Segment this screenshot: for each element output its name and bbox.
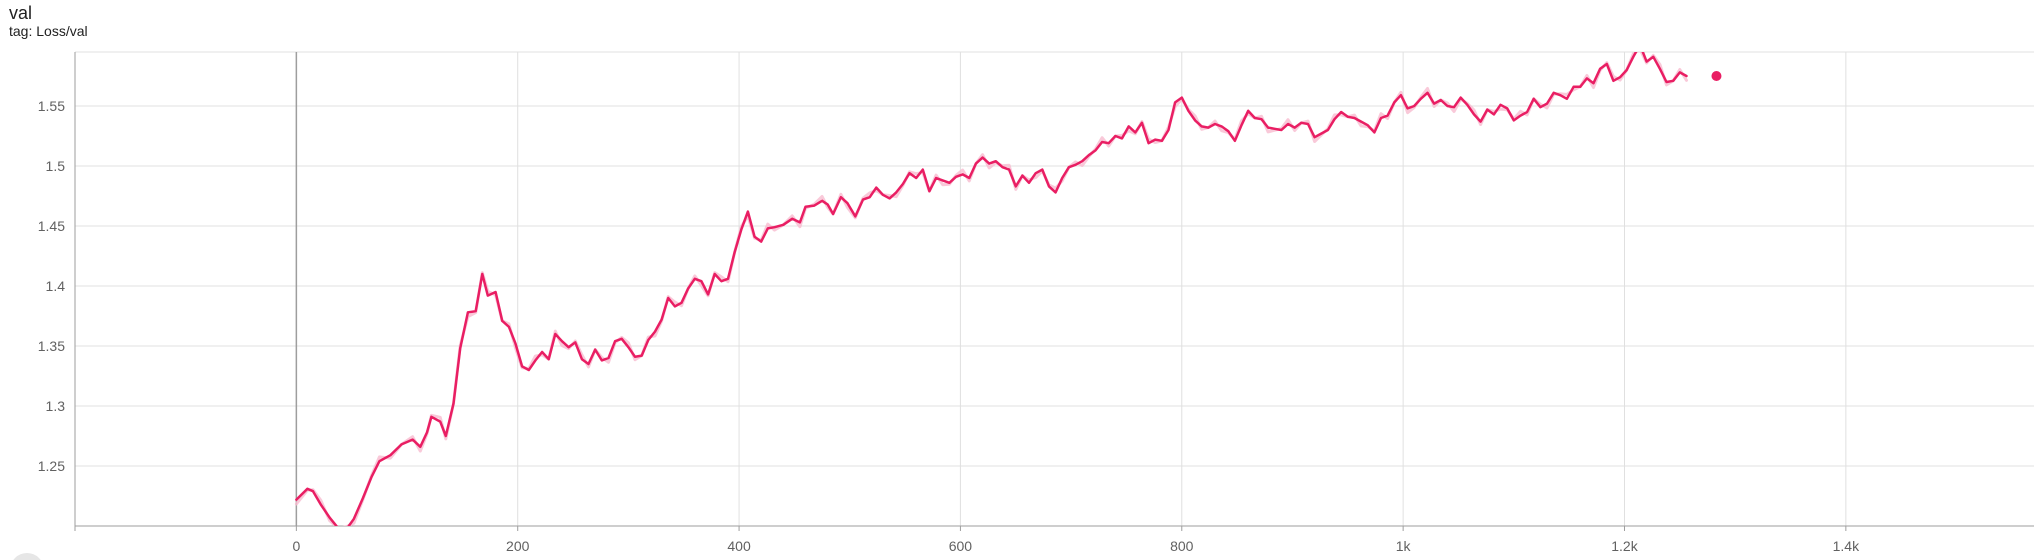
y-tick-label: 1.5	[46, 158, 66, 174]
y-tick-label: 1.45	[38, 218, 65, 234]
y-tick-label: 1.3	[46, 398, 66, 414]
axes	[74, 52, 2034, 531]
series-area	[294, 52, 1722, 526]
x-tick-label: 1.4k	[1833, 538, 1860, 554]
x-tick-label: 800	[1170, 538, 1194, 554]
smoothed-series-line	[295, 52, 1688, 526]
x-tick-label: 1.2k	[1611, 538, 1638, 554]
chart-title: val	[9, 3, 33, 23]
raw-series-line	[294, 52, 1688, 526]
chart-tag: tag: Loss/val	[9, 23, 88, 39]
fit-domain-button[interactable]	[10, 553, 44, 560]
y-tick-label: 1.25	[38, 458, 65, 474]
y-tick-label: 1.55	[38, 98, 65, 114]
series-0	[294, 52, 1688, 526]
last-value-dot	[1711, 71, 1722, 81]
y-axis-ticks: 1.25 1.3 1.35 1.4 1.45 1.5 1.55	[38, 98, 65, 474]
x-tick-label: 400	[727, 538, 751, 554]
x-tick-label: 600	[949, 538, 973, 554]
x-tick-label: 200	[506, 538, 530, 554]
grid-lines	[75, 51, 2034, 526]
x-tick-label: 0	[292, 538, 300, 554]
y-tick-label: 1.4	[46, 278, 66, 294]
y-tick-label: 1.35	[38, 338, 65, 354]
x-tick-label: 1k	[1396, 538, 1412, 554]
x-axis-ticks: 0 200 400 600 800 1k 1.2k 1.4k	[292, 538, 1860, 554]
